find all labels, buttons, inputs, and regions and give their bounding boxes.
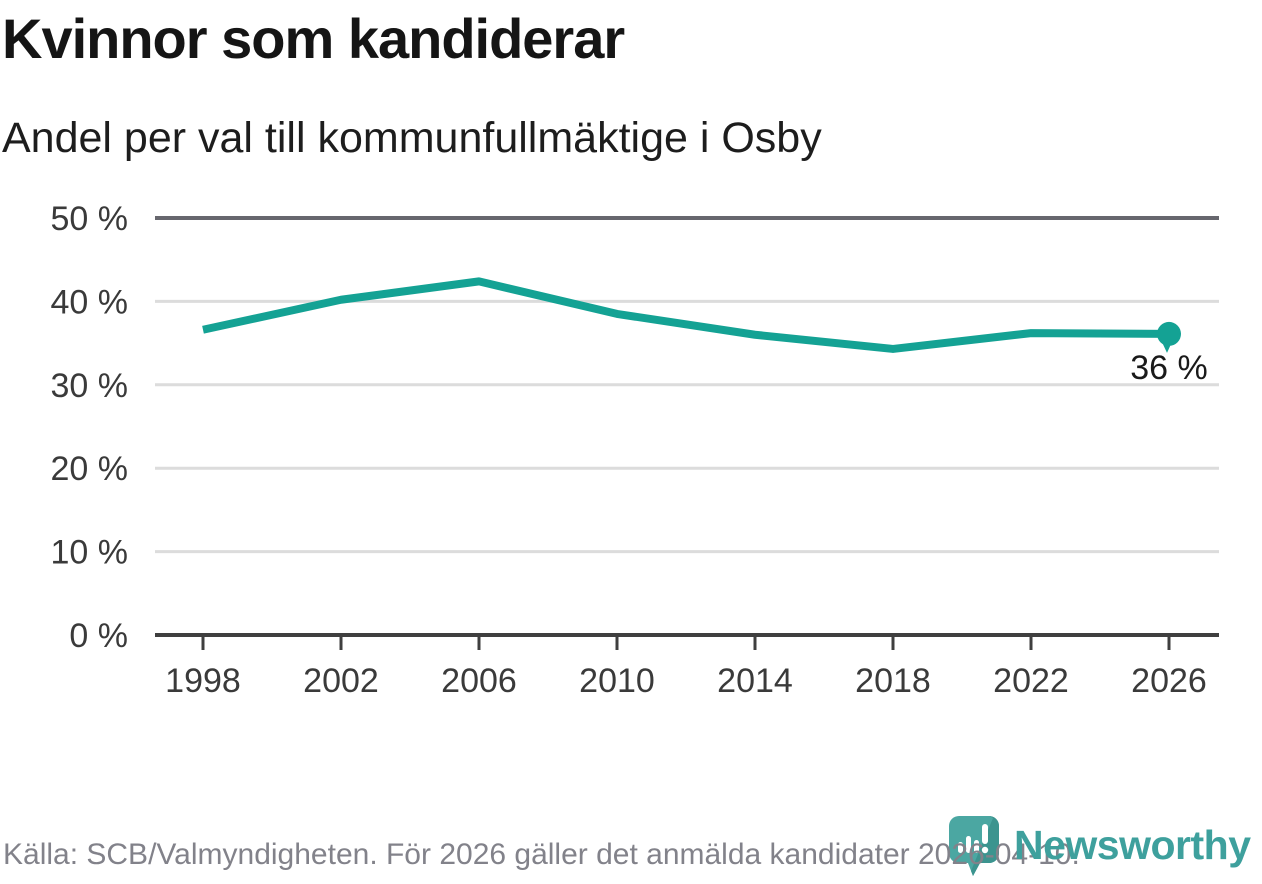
x-tick-label: 2022 bbox=[993, 662, 1069, 700]
y-tick-label: 50 % bbox=[51, 200, 129, 238]
x-tick-label: 2010 bbox=[579, 662, 655, 700]
y-tick-label: 10 % bbox=[51, 534, 129, 572]
y-tick-label: 0 % bbox=[69, 617, 128, 655]
x-tick-label: 2018 bbox=[855, 662, 931, 700]
newsworthy-logo-icon bbox=[949, 816, 999, 876]
x-tick-label: 2026 bbox=[1131, 662, 1207, 700]
end-point-marker bbox=[1157, 321, 1181, 346]
x-tick-label: 1998 bbox=[165, 662, 241, 700]
x-tick-label: 2014 bbox=[717, 662, 793, 700]
x-tick-label: 2002 bbox=[303, 662, 379, 700]
source-note: Källa: SCB/Valmyndigheten. För 2026 gäll… bbox=[3, 838, 1080, 871]
chart-subtitle: Andel per val till kommunfullmäktige i O… bbox=[2, 114, 822, 162]
y-tick-label: 40 % bbox=[51, 283, 129, 321]
y-tick-label: 20 % bbox=[51, 450, 129, 488]
data-line bbox=[202, 277, 1170, 353]
x-tick-label: 2006 bbox=[441, 662, 517, 700]
newsworthy-logo-text: Newsworthy bbox=[1014, 822, 1251, 868]
end-value-label: 36 % bbox=[1130, 349, 1208, 387]
y-tick-label: 30 % bbox=[51, 367, 129, 405]
chart-title: Kvinnor som kandiderar bbox=[2, 7, 625, 70]
